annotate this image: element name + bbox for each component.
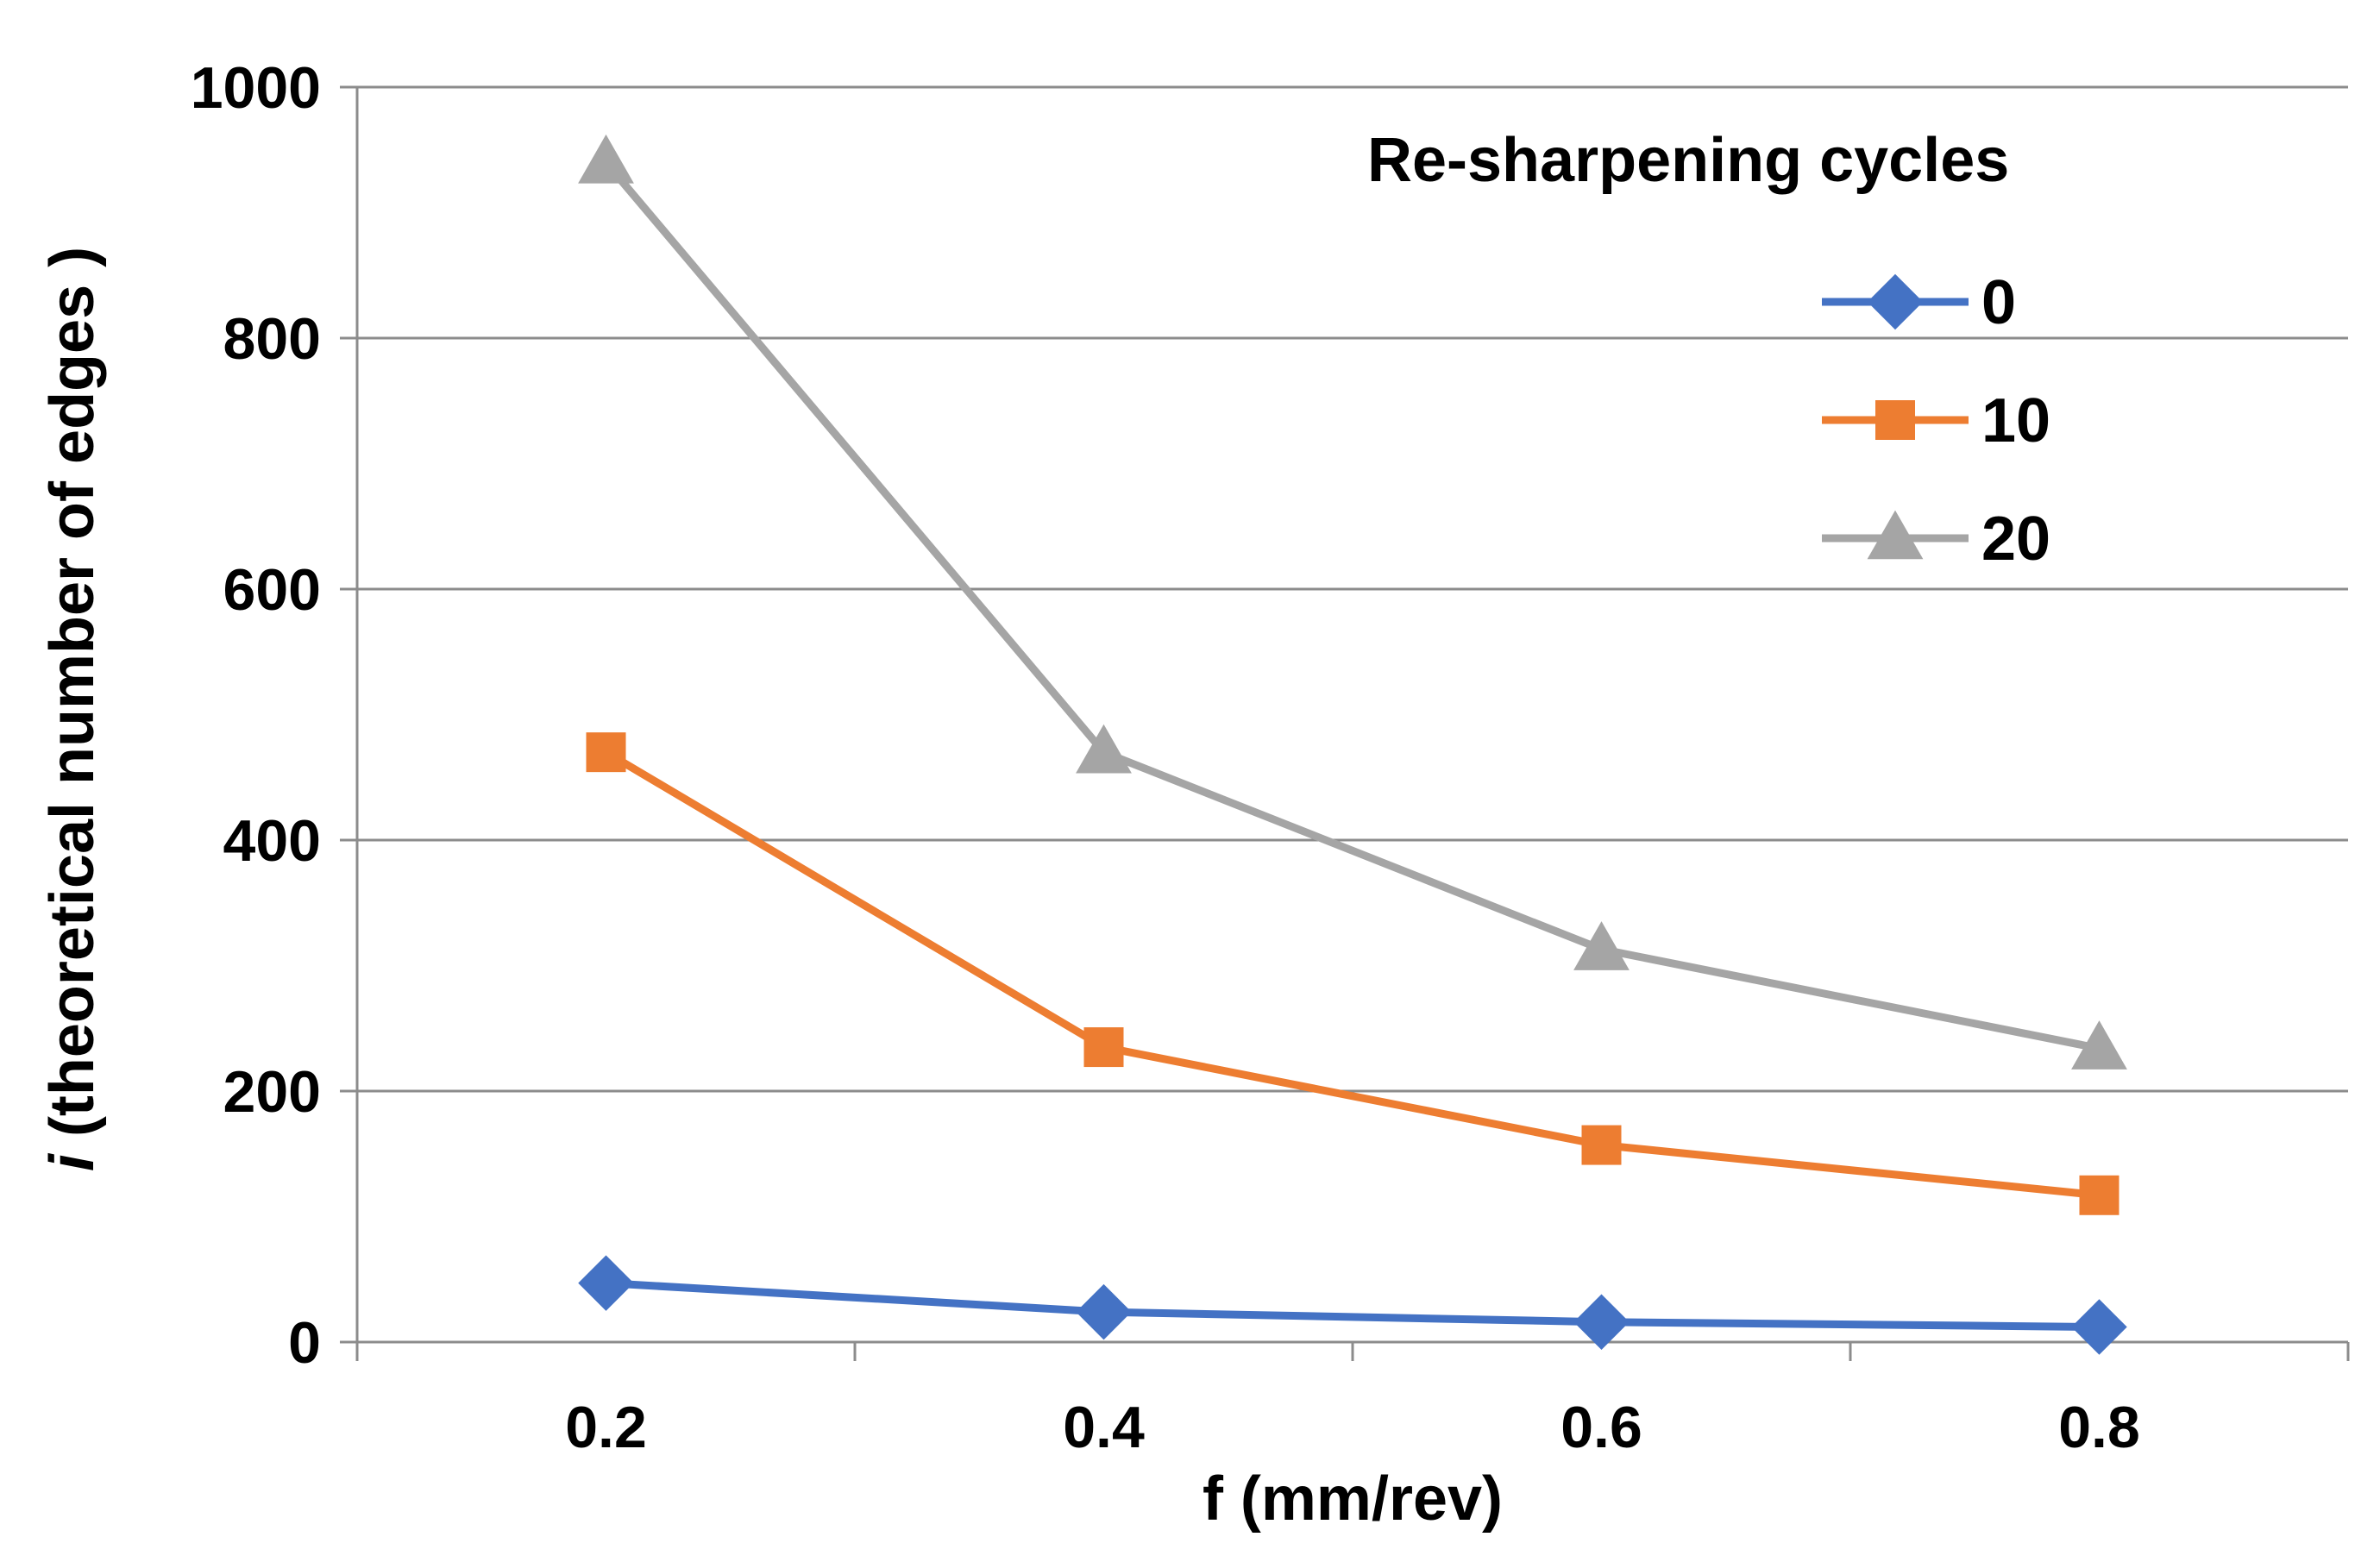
y-tick-label-400: 400 <box>223 808 321 874</box>
series-10 <box>586 732 2119 1215</box>
x-tick-labels: 0.2 0.4 0.6 0.8 <box>565 1395 2140 1460</box>
x-tick-label-0.8: 0.8 <box>2058 1395 2140 1460</box>
y-tick-label-1000: 1000 <box>191 55 321 121</box>
y-axis-title: i (theoretical number of edges ) <box>38 247 107 1171</box>
data-point-10-0 <box>586 732 626 773</box>
data-point-20-1 <box>1076 724 1132 774</box>
legend-marker-10 <box>1875 400 1915 440</box>
legend-title: Re-sharpening cycles <box>1367 126 2009 195</box>
series-line-10 <box>602 748 2103 1200</box>
gridlines <box>357 85 2348 1093</box>
data-point-20-0 <box>578 134 634 184</box>
y-tick-label-600: 600 <box>223 557 321 623</box>
legend: Re-sharpening cycles 0 10 20 <box>1367 126 2050 574</box>
legend-item-10: 10 <box>1822 386 2050 455</box>
data-point-0-0 <box>578 1255 634 1311</box>
data-point-20-2 <box>1573 921 1630 970</box>
data-point-0-2 <box>1573 1294 1630 1350</box>
legend-label-0: 0 <box>1981 268 2016 337</box>
y-tick-label-200: 200 <box>223 1059 321 1125</box>
series-0 <box>578 1255 2127 1355</box>
y-tick-label-0: 0 <box>288 1310 321 1376</box>
legend-item-0: 0 <box>1822 268 2016 337</box>
data-point-10-3 <box>2079 1175 2119 1215</box>
y-axis-title-text: (theoretical number of edges ) <box>38 247 107 1154</box>
data-point-10-1 <box>1083 1027 1124 1068</box>
legend-marker-20 <box>1867 510 1924 560</box>
series-group <box>578 134 2127 1355</box>
x-tick-label-0.2: 0.2 <box>565 1395 647 1460</box>
legend-marker-0 <box>1867 273 1924 330</box>
data-point-0-1 <box>1076 1283 1132 1340</box>
series-20 <box>578 134 2127 1070</box>
x-tick-label-0.6: 0.6 <box>1561 1395 1642 1460</box>
legend-item-20: 20 <box>1822 505 2050 574</box>
data-point-10-2 <box>1581 1125 1622 1165</box>
axes <box>340 85 2350 1361</box>
series-line-20 <box>602 158 2103 1053</box>
legend-label-10: 10 <box>1981 386 2050 455</box>
x-tick-label-0.4: 0.4 <box>1063 1395 1145 1460</box>
y-tick-label-800: 800 <box>223 306 321 372</box>
y-axis-title-italic: i <box>38 1152 107 1171</box>
legend-label-20: 20 <box>1981 505 2050 574</box>
y-tick-labels: 0 200 400 600 800 1000 <box>191 55 321 1376</box>
data-point-20-3 <box>2071 1020 2127 1070</box>
series-line-0 <box>602 1279 2103 1332</box>
data-point-0-3 <box>2071 1299 2127 1355</box>
x-axis-title: f (mm/rev) <box>1203 1465 1503 1534</box>
